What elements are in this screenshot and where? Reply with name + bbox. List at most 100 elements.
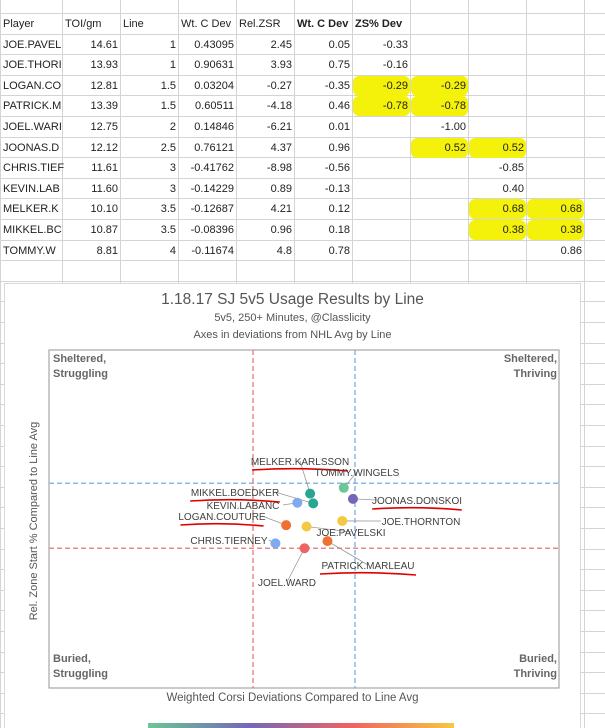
grid-row-line — [0, 280, 605, 282]
table-cell[interactable]: -6.21 — [266, 121, 292, 133]
table-cell[interactable]: 0.43095 — [194, 38, 234, 51]
grid-row-line — [0, 74, 605, 76]
table-cell[interactable]: 0.52 — [411, 137, 468, 158]
table-cell[interactable]: 10.10 — [90, 203, 118, 216]
table-cell[interactable]: 12.81 — [90, 79, 118, 92]
table-cell[interactable]: 0.60511 — [195, 100, 234, 113]
table-cell[interactable]: 0.40 — [502, 182, 524, 195]
table-cell[interactable]: -0.35 — [324, 79, 350, 92]
table-cell[interactable]: 3.93 — [270, 59, 292, 72]
table-cell[interactable]: -0.16 — [382, 59, 408, 72]
table-cell[interactable]: 0.38 — [527, 220, 584, 240]
table-cell[interactable]: 0.46 — [328, 100, 350, 113]
table-cell[interactable]: 1 — [169, 59, 176, 72]
table-cell[interactable]: 1.5 — [160, 100, 176, 113]
table-cell[interactable]: JOE.PAVEL — [3, 38, 62, 51]
table-cell[interactable]: 0.52 — [469, 137, 526, 158]
table-cell[interactable]: 0.96 — [328, 141, 350, 154]
table-cell[interactable]: 4.21 — [270, 203, 292, 216]
table-cell[interactable]: -8.98 — [266, 162, 292, 175]
grid-row-line — [0, 239, 605, 241]
table-cell[interactable]: KEVIN.LAB — [3, 182, 60, 195]
table-cell[interactable]: 0.68 — [469, 199, 526, 220]
table-cell[interactable]: 13.93 — [90, 59, 118, 72]
table-cell[interactable]: -0.78 — [411, 96, 468, 117]
data-label: CHRIS.TIERNEY — [190, 536, 268, 547]
table-cell[interactable]: 4.37 — [270, 141, 292, 154]
column-header[interactable]: ZS% Dev — [355, 18, 403, 30]
table-cell[interactable]: 0.86 — [560, 244, 582, 257]
column-header[interactable]: Player — [3, 18, 35, 30]
table-cell[interactable]: 0.89 — [270, 182, 292, 195]
table-cell[interactable]: MIKKEL.BC — [3, 224, 62, 236]
table-cell[interactable]: -0.12687 — [190, 203, 234, 216]
table-cell[interactable]: -1.00 — [440, 121, 466, 133]
table-cell[interactable]: JOE.THORI — [3, 59, 62, 72]
table-cell[interactable]: 0.68 — [527, 199, 584, 220]
table-cell[interactable]: 0.14846 — [194, 121, 234, 133]
table-cell[interactable]: -0.08396 — [190, 224, 234, 236]
table-cell[interactable]: CHRIS.TIEF — [3, 162, 65, 175]
table-cell[interactable]: 0.90631 — [194, 59, 234, 72]
table-cell[interactable]: 0.12 — [328, 203, 350, 216]
table-cell[interactable]: -0.33 — [382, 38, 408, 51]
table-cell[interactable]: -0.11674 — [191, 244, 234, 257]
data-point — [337, 515, 348, 526]
table-cell[interactable]: 0.96 — [270, 224, 292, 236]
table-cell[interactable]: 2.45 — [270, 38, 292, 51]
table-cell[interactable]: 3.5 — [160, 224, 176, 236]
table-cell[interactable]: -0.29 — [353, 75, 410, 96]
table-cell[interactable]: 0.38 — [469, 220, 526, 240]
table-cell[interactable]: 0.76121 — [194, 141, 234, 154]
table-cell[interactable]: 0.78 — [328, 244, 350, 257]
annotation-underline — [372, 506, 462, 511]
table-cell[interactable]: 12.75 — [90, 121, 118, 133]
table-cell[interactable]: -0.78 — [353, 96, 410, 117]
table-cell[interactable]: 11.60 — [91, 182, 118, 195]
table-cell[interactable]: -0.13 — [324, 182, 350, 195]
table-cell[interactable]: MELKER.K — [3, 203, 59, 216]
table-cell[interactable]: -0.29 — [411, 75, 468, 96]
table-cell[interactable]: 0.03204 — [194, 79, 234, 92]
table-cell[interactable]: JOEL.WARI — [3, 121, 62, 133]
table-cell[interactable]: -0.56 — [324, 162, 350, 175]
table-cell[interactable]: 4 — [169, 244, 176, 257]
table-cell[interactable]: 11.61 — [91, 162, 118, 175]
column-header[interactable]: Line — [123, 18, 144, 30]
table-cell[interactable]: 0.01 — [328, 121, 350, 133]
table-cell[interactable]: 2.5 — [160, 141, 176, 154]
table-cell[interactable]: 1 — [169, 38, 176, 51]
table-cell[interactable]: 13.39 — [90, 100, 118, 113]
table-cell[interactable]: 4.8 — [276, 244, 292, 257]
table-cell[interactable]: 1.5 — [160, 79, 176, 92]
table-cell[interactable]: 14.61 — [90, 38, 118, 51]
chart-container[interactable]: 1.18.17 SJ 5v5 Usage Results by Line 5v5… — [4, 283, 581, 728]
column-header[interactable]: Wt. C Dev — [297, 18, 349, 30]
table-cell[interactable]: 3 — [169, 162, 176, 175]
table-cell[interactable]: LOGAN.CO — [3, 79, 62, 92]
annotation-underline — [180, 522, 264, 527]
table-cell[interactable]: 2 — [169, 121, 176, 133]
column-header[interactable]: Rel.ZSR — [239, 18, 281, 30]
table-cell[interactable]: 12.12 — [90, 141, 118, 154]
table-cell[interactable]: -0.41762 — [190, 162, 234, 175]
data-label: MIKKEL.BOEDKER — [191, 488, 279, 499]
table-cell[interactable]: 0.18 — [328, 224, 350, 236]
table-cell[interactable]: 0.75 — [328, 59, 350, 72]
quadrant-label: Sheltered, — [53, 353, 107, 365]
table-cell[interactable]: 3 — [169, 182, 176, 195]
table-cell[interactable]: -0.14229 — [190, 182, 234, 195]
table-cell[interactable]: 3.5 — [160, 203, 176, 216]
table-cell[interactable]: 8.81 — [96, 244, 118, 257]
column-header[interactable]: Wt. C Dev — [181, 18, 232, 30]
table-cell[interactable]: 0.05 — [328, 38, 350, 51]
table-cell[interactable]: -0.27 — [266, 79, 292, 92]
table-cell[interactable]: 10.87 — [90, 224, 118, 236]
column-header[interactable]: TOI/gm — [65, 18, 102, 30]
table-cell[interactable]: -0.85 — [498, 162, 524, 175]
table-cell[interactable]: JOONAS.D — [3, 141, 60, 154]
table-cell[interactable]: PATRICK.M — [3, 100, 62, 113]
table-cell[interactable]: TOMMY.W — [3, 244, 56, 257]
table-cell[interactable]: -4.18 — [266, 100, 292, 113]
